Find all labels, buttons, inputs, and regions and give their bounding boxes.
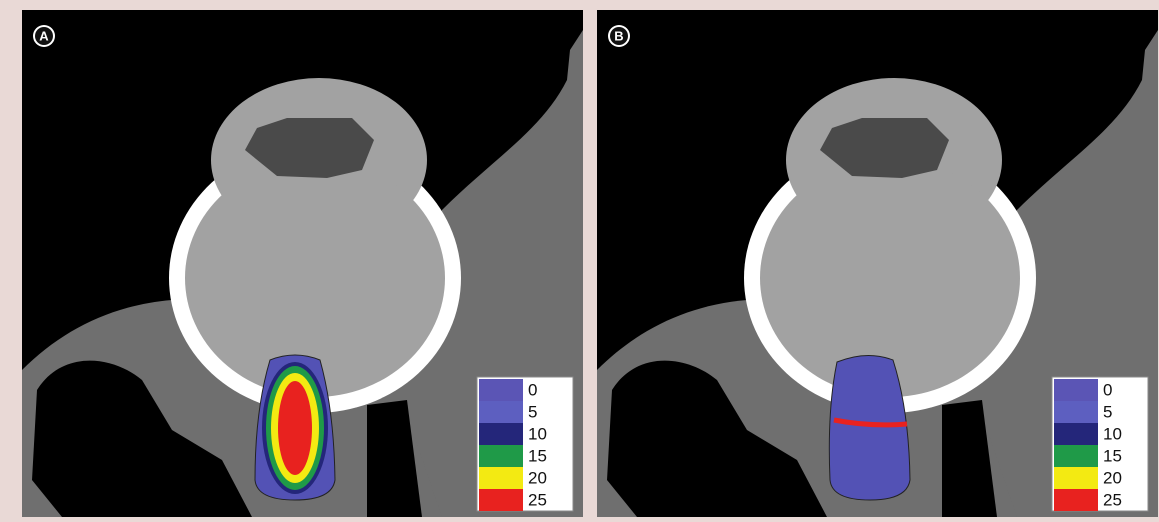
legend-label: 20 xyxy=(1103,468,1122,487)
legend-label: 5 xyxy=(528,402,537,421)
legend-swatch xyxy=(1054,401,1098,423)
legend-label: 0 xyxy=(1103,380,1112,399)
legend-label: 10 xyxy=(1103,424,1122,443)
legend-swatch xyxy=(1054,445,1098,467)
legend-swatch xyxy=(479,423,523,445)
panel: A 0 5 10 15 20 25 xyxy=(22,10,583,517)
legend-swatch xyxy=(479,379,523,401)
panel-label: A xyxy=(39,28,49,43)
panel-label: B xyxy=(614,28,623,43)
legend-swatch xyxy=(479,489,523,511)
legend-swatch xyxy=(1054,423,1098,445)
legend-label: 25 xyxy=(1103,490,1122,509)
legend-swatch xyxy=(479,401,523,423)
legend-label: 15 xyxy=(528,446,547,465)
dose-contour xyxy=(278,381,312,475)
target xyxy=(829,355,910,500)
legend-label: 20 xyxy=(528,468,547,487)
legend-label: 15 xyxy=(1103,446,1122,465)
legend-label: 5 xyxy=(1103,402,1112,421)
legend-label: 25 xyxy=(528,490,547,509)
legend-label: 10 xyxy=(528,424,547,443)
legend-swatch xyxy=(1054,467,1098,489)
legend-swatch xyxy=(1054,379,1098,401)
legend-label: 0 xyxy=(528,380,537,399)
figure: A 0 5 10 15 20 25 B 0 5 10 15 20 25 xyxy=(0,0,1159,522)
legend-swatch xyxy=(479,467,523,489)
legend-swatch xyxy=(479,445,523,467)
panel: B 0 5 10 15 20 25 xyxy=(597,10,1158,517)
legend-swatch xyxy=(1054,489,1098,511)
